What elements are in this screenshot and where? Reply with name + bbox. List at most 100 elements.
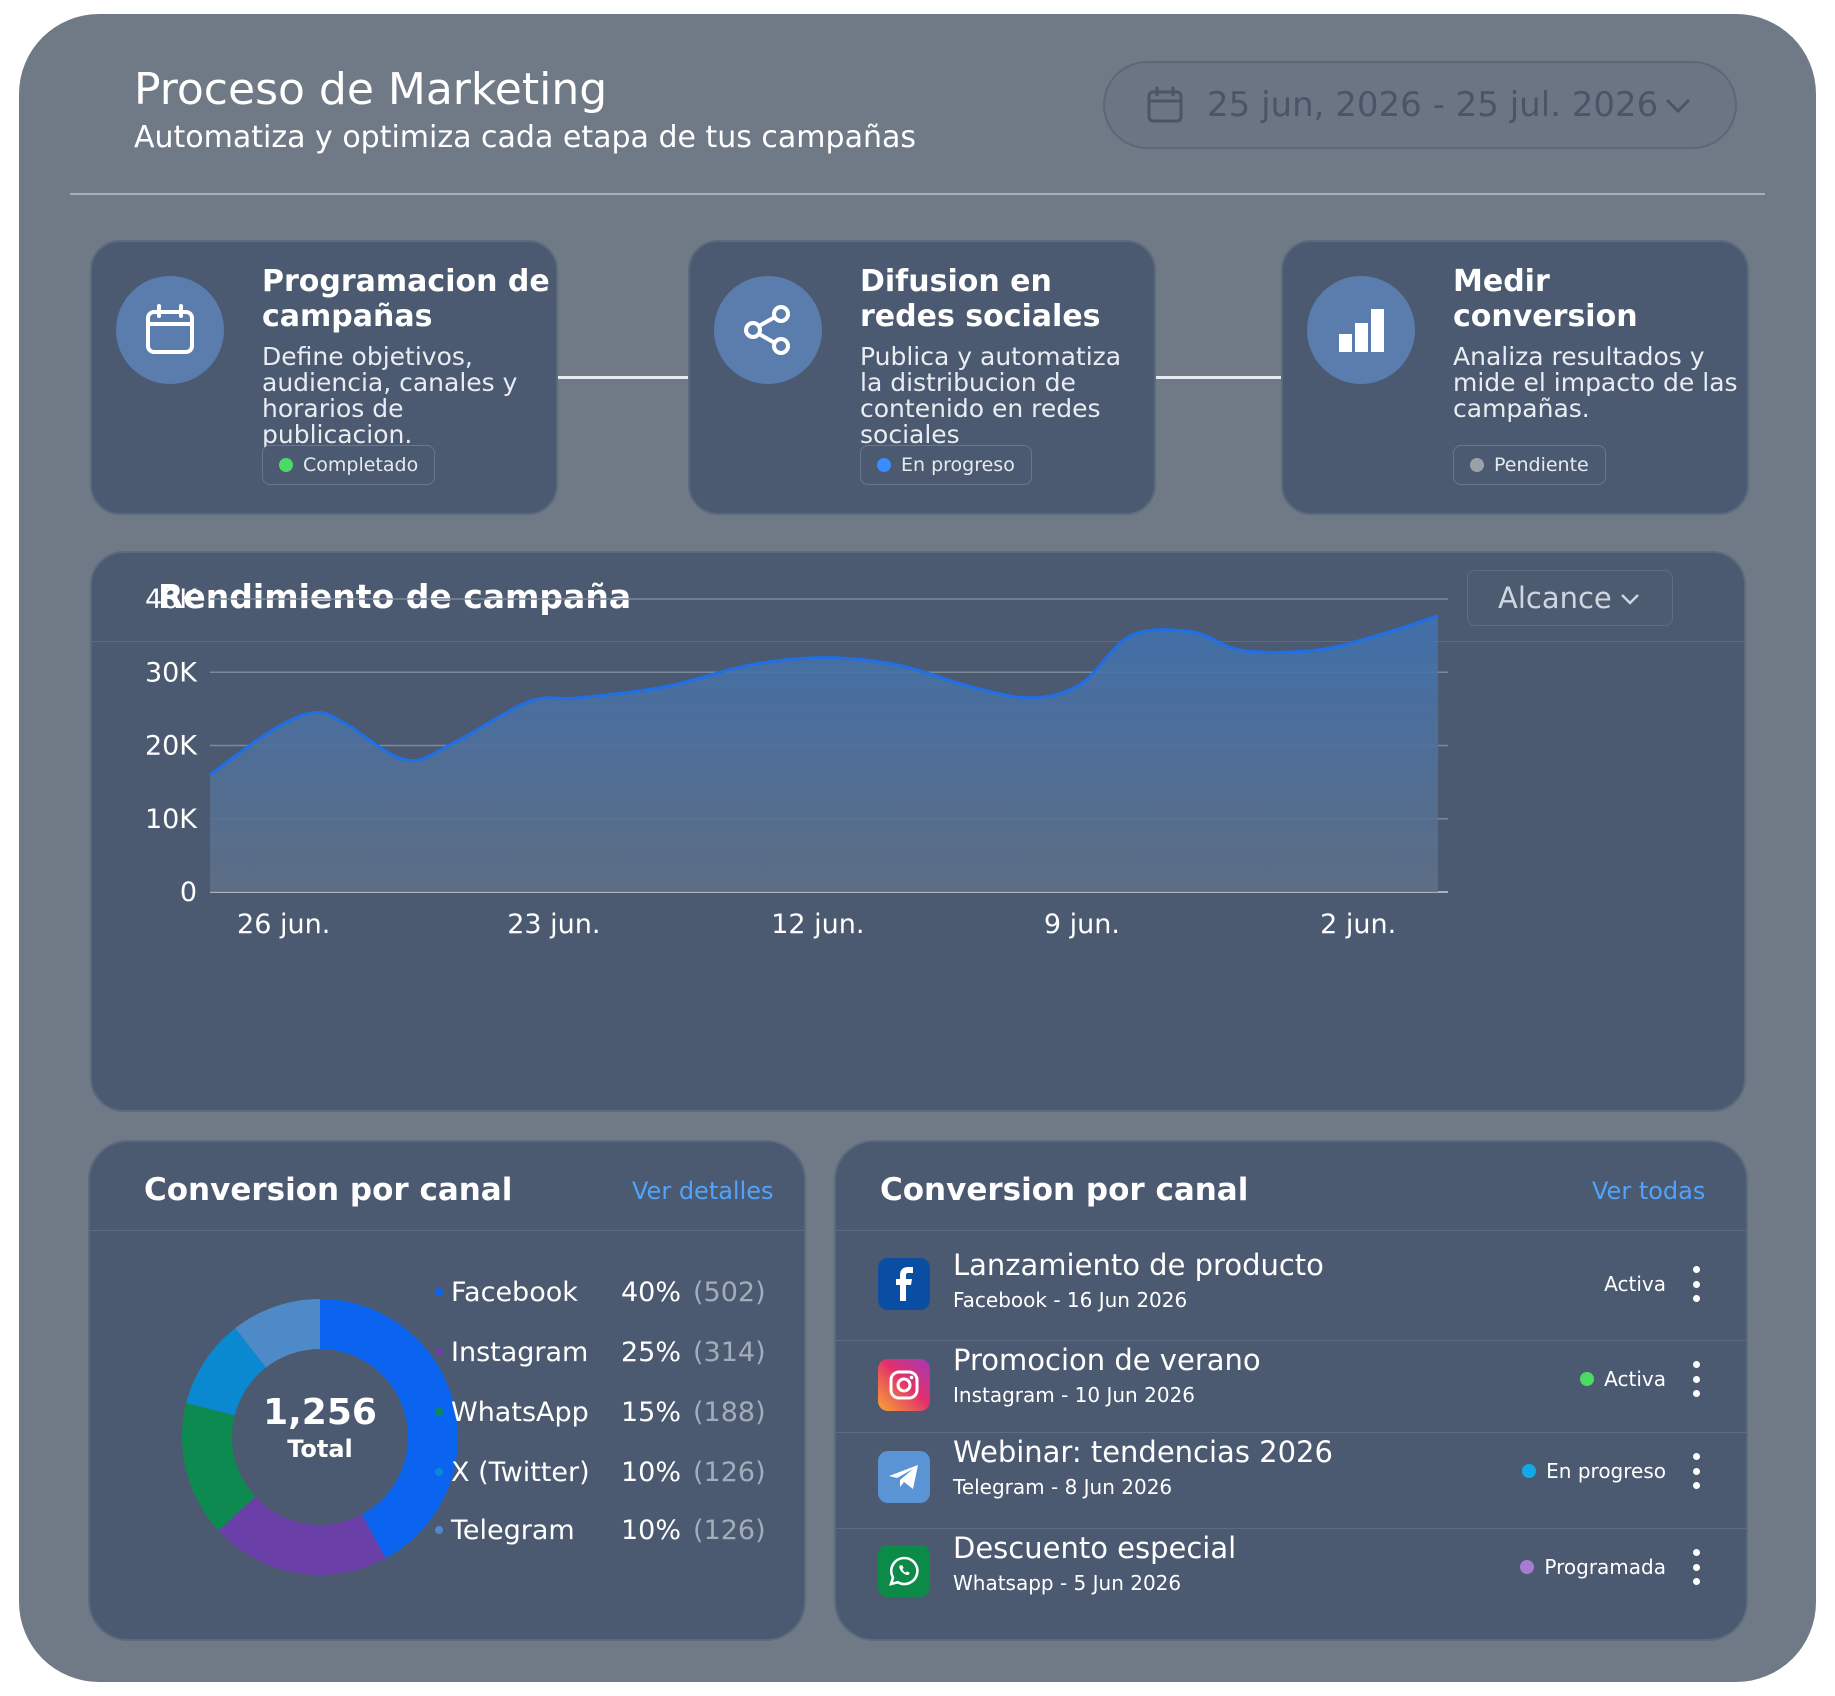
- campaign-status: Activa: [1580, 1367, 1666, 1391]
- status-label: Completado: [303, 454, 419, 476]
- x-tick-label: 2 jun.: [1320, 909, 1396, 940]
- panel-divider: [92, 641, 1744, 642]
- legend-item: Facebook 40% (502): [435, 1272, 775, 1312]
- status-badge: Pendiente: [1453, 445, 1606, 485]
- x-tick-label: 9 jun.: [1044, 909, 1120, 940]
- campaign-name: Webinar: tendencias 2026: [953, 1435, 1333, 1469]
- header-divider: [70, 193, 1765, 195]
- step-title: Difusion en redes sociales: [860, 264, 1101, 334]
- view-all-link[interactable]: Ver todas: [1592, 1177, 1706, 1205]
- chevron-down-icon: [1665, 98, 1691, 114]
- metric-select-label: Alcance: [1498, 581, 1612, 615]
- legend-percent: 10%: [621, 1456, 682, 1488]
- x-tick-label: 26 jun.: [237, 909, 330, 940]
- legend-dot: [435, 1408, 443, 1416]
- x-tick-label: 12 jun.: [771, 909, 864, 940]
- legend-percent: 25%: [621, 1336, 682, 1368]
- status-label: En progreso: [901, 454, 1015, 476]
- status-dot: [279, 458, 293, 472]
- step-description: Publica y automatiza la distribucion de …: [860, 342, 1122, 449]
- page-subtitle: Automatiza y optimiza cada etapa de tus …: [134, 120, 916, 155]
- campaign-status: Activa: [1604, 1272, 1666, 1296]
- card-title: Conversion por canal: [880, 1172, 1249, 1208]
- view-details-link[interactable]: Ver detalles: [632, 1177, 774, 1205]
- legend-count: (188): [693, 1396, 766, 1428]
- step-title: Programacion de campañas: [262, 264, 550, 334]
- calendar-icon: [146, 304, 194, 354]
- campaign-status-label: Activa: [1604, 1272, 1666, 1296]
- step-icon-circle: [1307, 276, 1415, 384]
- legend-count: (126): [693, 1456, 766, 1488]
- legend-item: WhatsApp 15% (188): [435, 1392, 775, 1432]
- status-dot: [877, 458, 891, 472]
- campaign-row[interactable]: Promocion de verano Instagram - 10 Jun 2…: [836, 1340, 1746, 1432]
- telegram-icon: [878, 1451, 930, 1503]
- step-description: Analiza resultados y mide el impacto de …: [1453, 342, 1738, 423]
- card-divider: [90, 1230, 804, 1231]
- more-options-icon[interactable]: [1686, 1361, 1706, 1397]
- y-tick-label: 30K: [145, 657, 198, 688]
- more-options-icon[interactable]: [1686, 1266, 1706, 1302]
- step-icon-circle: [714, 276, 822, 384]
- legend-dot: [435, 1288, 443, 1296]
- legend-dot: [435, 1348, 443, 1356]
- metric-select[interactable]: Alcance: [1467, 570, 1673, 626]
- calendar-icon: [1147, 86, 1183, 123]
- campaign-name: Descuento especial: [953, 1531, 1237, 1565]
- chart-series-line: [209, 614, 1439, 777]
- donut-total: 1,256: [263, 1392, 377, 1433]
- y-tick-label: 0: [180, 877, 197, 908]
- chart-area-fill: [210, 615, 1438, 892]
- performance-title: Rendimiento de campaña: [158, 577, 632, 616]
- legend-label: Facebook: [451, 1276, 578, 1308]
- facebook-icon: [878, 1258, 930, 1310]
- campaign-row[interactable]: Lanzamiento de producto Facebook - 16 Ju…: [836, 1242, 1746, 1334]
- campaign-row[interactable]: Webinar: tendencias 2026 Telegram - 8 Ju…: [836, 1432, 1746, 1524]
- campaign-status-label: En progreso: [1546, 1459, 1666, 1483]
- y-tick-label: 40K: [145, 584, 198, 615]
- step-description: Define objetivos, audiencia, canales y h…: [262, 342, 518, 449]
- donut-slice: [186, 1328, 266, 1416]
- status-label: Pendiente: [1494, 454, 1589, 476]
- step-card-conversion[interactable]: Medir conversion Analiza resultados y mi…: [1281, 240, 1749, 515]
- step-icon-circle: [116, 276, 224, 384]
- step-card-social[interactable]: Difusion en redes sociales Publica y aut…: [688, 240, 1156, 515]
- legend-count: (502): [693, 1276, 766, 1308]
- status-dot: [1580, 1372, 1595, 1386]
- date-range-text: 25 jun, 2026 - 25 jul. 2026: [1207, 85, 1659, 125]
- status-badge: En progreso: [860, 445, 1032, 485]
- campaign-meta: Facebook - 16 Jun 2026: [953, 1288, 1188, 1312]
- legend-label: Instagram: [451, 1336, 589, 1368]
- legend-percent: 40%: [621, 1276, 682, 1308]
- share-icon: [744, 305, 790, 355]
- step-card-scheduling[interactable]: Programacion de campañas Define objetivo…: [90, 240, 558, 515]
- chevron-down-icon: [1621, 594, 1639, 605]
- legend-percent: 15%: [621, 1396, 682, 1428]
- campaigns-card: Conversion por canal Ver todas Lanzamien…: [834, 1140, 1748, 1641]
- campaign-meta: Telegram - 8 Jun 2026: [953, 1475, 1173, 1499]
- instagram-icon: [878, 1359, 930, 1411]
- campaign-status-label: Programada: [1544, 1555, 1666, 1579]
- bar-chart-icon: [1339, 309, 1384, 352]
- campaign-status: En progreso: [1522, 1459, 1666, 1483]
- legend-label: X (Twitter): [451, 1456, 590, 1488]
- y-tick-label: 20K: [145, 731, 198, 762]
- legend-item: Instagram 25% (314): [435, 1332, 775, 1372]
- donut-caption: Total: [287, 1435, 353, 1463]
- legend-item: X (Twitter) 10% (126): [435, 1452, 775, 1492]
- status-dot: [1470, 458, 1484, 472]
- more-options-icon[interactable]: [1686, 1453, 1706, 1489]
- campaign-meta: Instagram - 10 Jun 2026: [953, 1383, 1195, 1407]
- legend-dot: [435, 1468, 443, 1476]
- donut-chart: [182, 1299, 459, 1575]
- donut-slice: [320, 1299, 459, 1559]
- date-range-picker[interactable]: 25 jun, 2026 - 25 jul. 2026: [1103, 61, 1737, 149]
- legend-label: WhatsApp: [451, 1396, 589, 1428]
- step-connector: [1153, 376, 1283, 379]
- donut-slice: [218, 1496, 386, 1575]
- donut-slice: [235, 1299, 320, 1368]
- campaign-row[interactable]: Descuento especial Whatsapp - 5 Jun 2026…: [836, 1528, 1746, 1620]
- legend-count: (126): [693, 1514, 766, 1546]
- whatsapp-icon: [878, 1545, 930, 1597]
- more-options-icon[interactable]: [1686, 1549, 1706, 1585]
